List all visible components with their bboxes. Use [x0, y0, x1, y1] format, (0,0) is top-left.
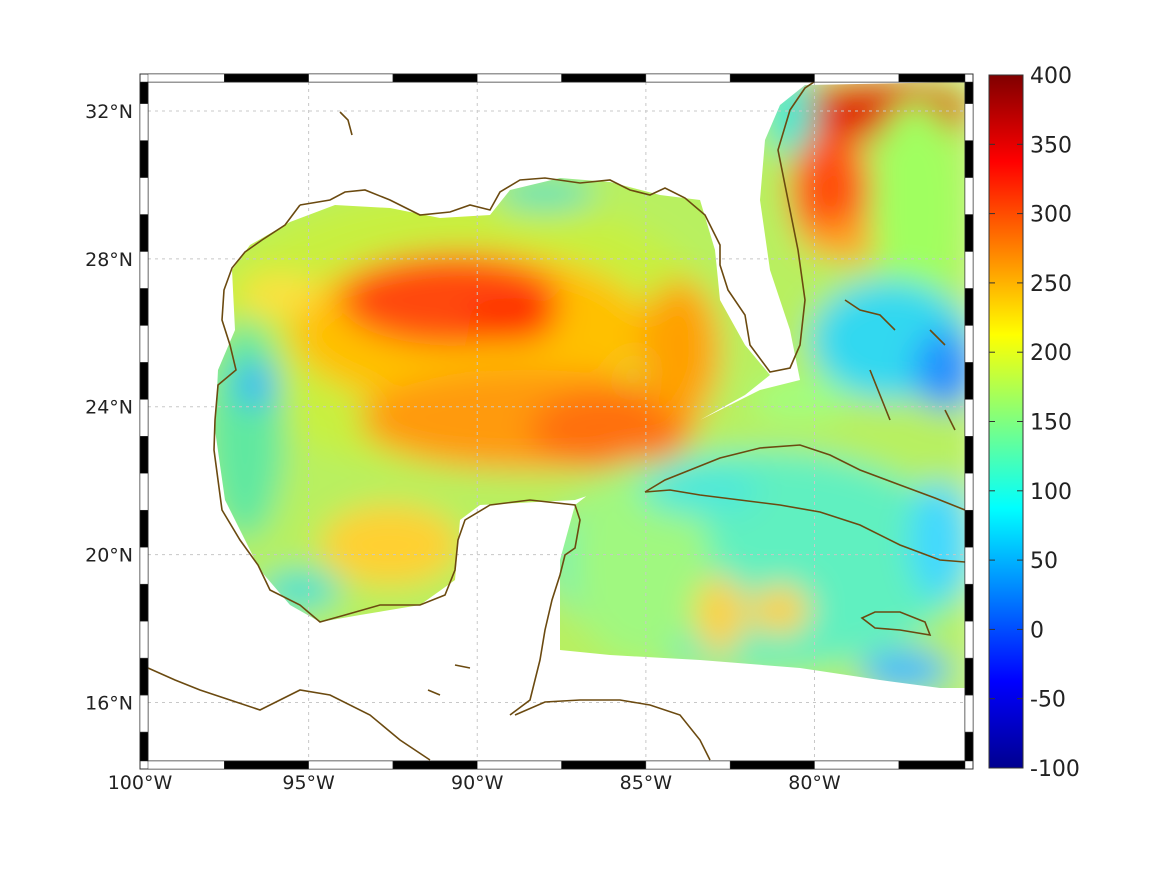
- frame-segment: [898, 760, 966, 770]
- frame-segment: [964, 583, 974, 622]
- frame-segment: [392, 760, 478, 770]
- frame-segment: [561, 760, 647, 770]
- frame-segment: [476, 73, 562, 83]
- frame-segment: [964, 731, 974, 762]
- x-tick-label: 90°W: [451, 772, 504, 794]
- frame-segment: [308, 73, 394, 83]
- colorbar-tick-label: 100: [1030, 480, 1072, 505]
- frame-segment: [964, 694, 974, 733]
- frame-segment: [224, 73, 309, 83]
- frame-segment: [147, 760, 225, 770]
- x-tick-label: 95°W: [282, 772, 335, 794]
- frame-segment: [139, 731, 149, 762]
- frame-segment: [139, 620, 149, 659]
- frame-segment: [964, 509, 974, 548]
- frame-segment: [964, 251, 974, 289]
- y-tick-label: 20°N: [85, 545, 133, 567]
- frame-segment: [139, 583, 149, 622]
- frame-segment: [139, 694, 149, 733]
- frame-segment: [139, 177, 149, 215]
- colorbar-tick-label: -100: [1030, 757, 1080, 782]
- frame-segment: [964, 288, 974, 326]
- x-tick-label: 85°W: [620, 772, 673, 794]
- frame-segment: [476, 760, 562, 770]
- frame-segment: [964, 620, 974, 659]
- x-tick-label: 100°W: [108, 772, 173, 794]
- frame-segment: [561, 73, 647, 83]
- frame-segment: [139, 251, 149, 289]
- frame-segment: [139, 362, 149, 400]
- y-tick-label: 32°N: [85, 101, 133, 123]
- colorbar-tick-label: 0: [1030, 618, 1044, 643]
- frame-segment: [139, 473, 149, 511]
- colorbar-tick-label: -50: [1030, 688, 1066, 713]
- frame-segment: [964, 473, 974, 511]
- frame-segment: [139, 546, 149, 585]
- map-frame: [139, 73, 974, 770]
- frame-segment: [964, 546, 974, 585]
- frame-segment: [964, 140, 974, 178]
- data-field: [215, 82, 965, 688]
- frame-segment: [964, 362, 974, 400]
- colorbar-tick-label: 350: [1030, 133, 1072, 158]
- frame-segment: [964, 657, 974, 696]
- coastlines: [148, 82, 965, 761]
- frame-segment: [139, 81, 149, 104]
- frame-segment: [645, 760, 731, 770]
- frame-segment: [814, 73, 900, 83]
- frame-segment: [139, 214, 149, 252]
- x-tick-label: 80°W: [788, 772, 841, 794]
- frame-segment: [139, 509, 149, 548]
- colorbar-tick-label: 250: [1030, 272, 1072, 297]
- frame-segment: [964, 436, 974, 474]
- y-tick-labels: 16°N 20°N 24°N 28°N 32°N: [85, 101, 133, 714]
- frame-segment: [964, 103, 974, 141]
- frame-segment: [645, 73, 731, 83]
- frame-segment: [729, 73, 815, 83]
- frame-segment: [729, 760, 815, 770]
- colorbar-tick-label: 50: [1030, 549, 1058, 574]
- frame-segment: [898, 73, 966, 83]
- colorbar-tick-labels: 400 350 300 250 200 150 100 50 0 -50 -100: [989, 64, 1080, 782]
- y-tick-label: 24°N: [85, 397, 133, 419]
- y-tick-label: 16°N: [85, 692, 133, 714]
- colorbar-tick-label: 300: [1030, 203, 1072, 228]
- frame-segment: [139, 140, 149, 178]
- frame-segment: [964, 177, 974, 215]
- frame-segment: [964, 214, 974, 252]
- frame-segment: [139, 103, 149, 141]
- frame-segment: [392, 73, 478, 83]
- frame-segment: [139, 436, 149, 474]
- frame-segment: [139, 325, 149, 363]
- colorbar-tick-label: 150: [1030, 411, 1072, 436]
- grid-lines: [148, 82, 965, 761]
- frame-segment: [147, 73, 225, 83]
- frame-segment: [964, 81, 974, 104]
- frame-segment: [964, 399, 974, 437]
- frame-segment: [139, 399, 149, 437]
- frame-segment: [814, 760, 900, 770]
- x-tick-labels: 100°W 95°W 90°W 85°W 80°W: [108, 772, 841, 794]
- frame-segment: [139, 657, 149, 696]
- frame-segment: [308, 760, 394, 770]
- colorbar-tick-label: 400: [1030, 64, 1072, 89]
- frame-segment: [224, 760, 309, 770]
- frame-segment: [139, 288, 149, 326]
- colorbar-tick-label: 200: [1030, 341, 1072, 366]
- frame-segment: [964, 325, 974, 363]
- colorbar: 400 350 300 250 200 150 100 50 0 -50 -100: [988, 64, 1080, 782]
- y-tick-label: 28°N: [85, 249, 133, 271]
